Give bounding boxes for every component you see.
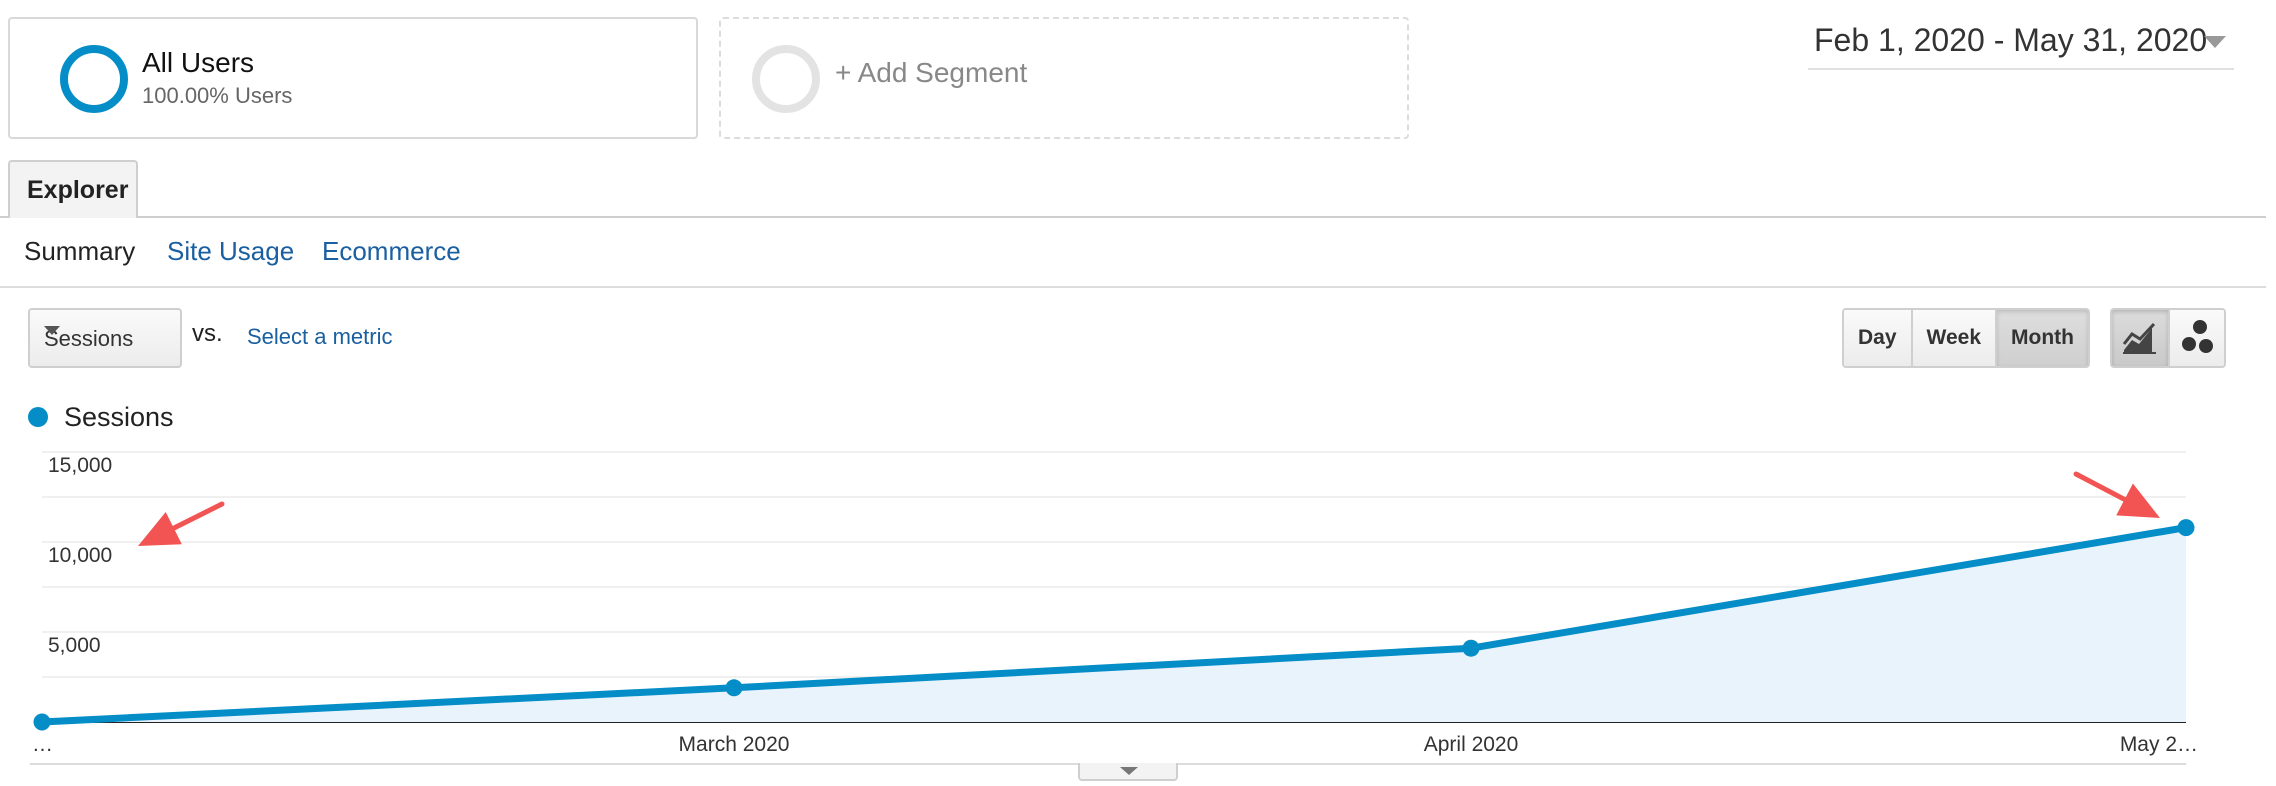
chevron-down-icon — [2204, 36, 2226, 48]
series-area — [42, 527, 2186, 722]
date-range-label: Feb 1, 2020 - May 31, 2020 — [1814, 22, 2208, 58]
date-range-picker[interactable]: Feb 1, 2020 - May 31, 2020 — [1808, 20, 2234, 70]
add-segment-button[interactable]: + Add Segment — [719, 17, 1409, 139]
x-tick-label: May 2… — [2120, 733, 2198, 756]
series-line — [41, 524, 2187, 726]
line-chart-icon — [2122, 322, 2156, 354]
segment-percentage: 100.00% Users — [142, 83, 293, 108]
chevron-down-icon — [44, 326, 60, 335]
sessions-chart: 15,000 10,000 5,000 … March 2020 April 2020 Ma… — [30, 451, 2198, 765]
data-point — [1462, 639, 1480, 657]
motion-chart-button[interactable] — [2168, 310, 2224, 366]
week-button[interactable]: Week — [1910, 310, 1996, 366]
x-tick-label: March 2020 — [679, 733, 790, 756]
month-button[interactable]: Month — [1995, 310, 2088, 366]
granularity-toggle: Day Week Month — [1842, 308, 2090, 368]
segment-all-users[interactable]: All Users 100.00% Users — [8, 17, 698, 139]
data-point — [33, 713, 51, 731]
data-point — [725, 679, 743, 697]
red-arrow-icon — [2073, 471, 2160, 518]
motion-chart-icon — [2182, 320, 2213, 353]
x-tick-label: April 2020 — [1424, 733, 1519, 756]
add-segment-label: + Add Segment — [835, 57, 1028, 88]
data-point — [2177, 519, 2195, 537]
red-arrow-icon — [138, 501, 225, 546]
subtab-summary[interactable]: Summary — [24, 236, 136, 266]
day-button[interactable]: Day — [1844, 310, 1911, 366]
segment-name: All Users — [142, 47, 255, 78]
line-chart-button[interactable] — [2112, 310, 2168, 366]
y-tick-label: 15,000 — [48, 454, 112, 477]
metric-select[interactable]: Sessions — [28, 308, 182, 368]
y-tick-label: 5,000 — [48, 634, 101, 657]
legend-label: Sessions — [64, 402, 174, 432]
legend-dot — [28, 407, 48, 427]
tab-explorer[interactable]: Explorer — [8, 160, 138, 218]
segment-ring-icon — [60, 45, 128, 113]
y-tick-label: 10,000 — [48, 544, 112, 567]
subtab-site-usage[interactable]: Site Usage — [167, 236, 295, 266]
vs-label: vs. — [192, 320, 223, 347]
subtab-divider — [0, 286, 2266, 288]
select-metric-link[interactable]: Select a metric — [247, 324, 393, 349]
subtab-ecommerce[interactable]: Ecommerce — [322, 236, 461, 266]
x-tick-label: … — [32, 733, 53, 756]
tab-explorer-label: Explorer — [27, 176, 129, 204]
chart-type-toggle — [2110, 308, 2226, 368]
segment-placeholder-ring-icon — [752, 45, 820, 113]
chart-expand-handle[interactable] — [1078, 763, 1178, 781]
tab-divider — [0, 216, 2266, 218]
